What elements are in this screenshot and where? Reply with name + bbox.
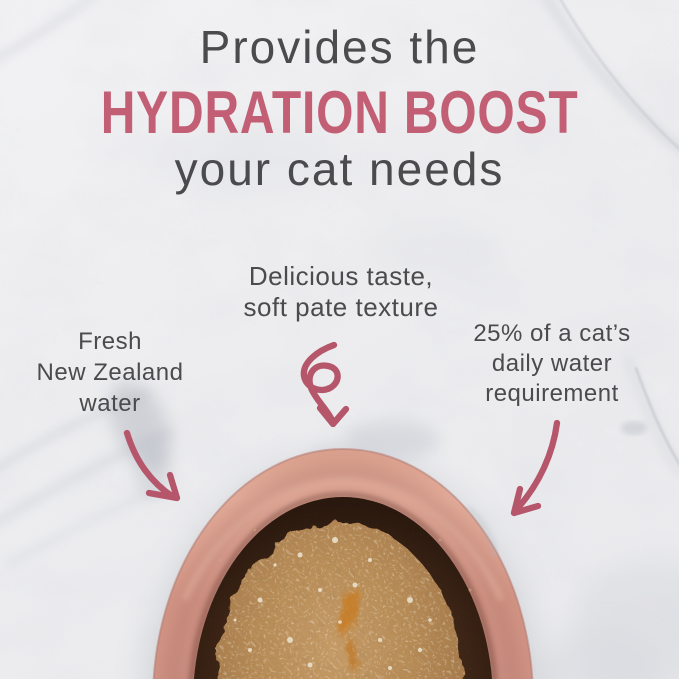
bowl-inner-wall-shading	[163, 463, 523, 679]
headline-line3: your cat needs	[174, 143, 505, 195]
callout-daily-requirement: 25% of a cat’s daily water requirement	[473, 319, 630, 409]
food-pate	[216, 522, 462, 679]
callout-water-source-line3: water	[79, 390, 141, 417]
headline-accent: HYDRATION BOOST	[0, 80, 679, 146]
callout-taste: Delicious taste, soft pate texture	[244, 261, 439, 323]
bowl-photo	[140, 448, 546, 679]
left-arrow	[123, 429, 181, 502]
callout-taste-line2: soft pate texture	[243, 292, 439, 322]
callout-water-source-line2: New Zealand	[36, 359, 184, 386]
callout-water-source-line1: Fresh	[78, 328, 142, 355]
center-arrowhead-icon	[316, 404, 350, 428]
bowl-inner-crease	[188, 492, 498, 679]
center-loop-arrow	[300, 341, 350, 428]
headline-line1: Provides the	[199, 21, 480, 73]
callout-daily-requirement-line2: daily water	[491, 350, 613, 377]
right-arrowhead-icon	[510, 485, 542, 517]
headline-accent-text: HYDRATION BOOST	[100, 79, 579, 146]
water-reflection	[466, 506, 498, 557]
right-arrow	[510, 419, 561, 517]
callout-daily-requirement-line1: 25% of a cat’s	[473, 320, 631, 347]
left-arrowhead-icon	[145, 471, 181, 502]
pate-white-specks	[233, 537, 432, 670]
callout-water-source: Fresh New Zealand water	[37, 326, 184, 419]
callout-taste-line1: Delicious taste,	[248, 261, 434, 291]
callout-daily-requirement-line3: requirement	[485, 380, 619, 407]
water-floating-specks	[218, 528, 472, 592]
